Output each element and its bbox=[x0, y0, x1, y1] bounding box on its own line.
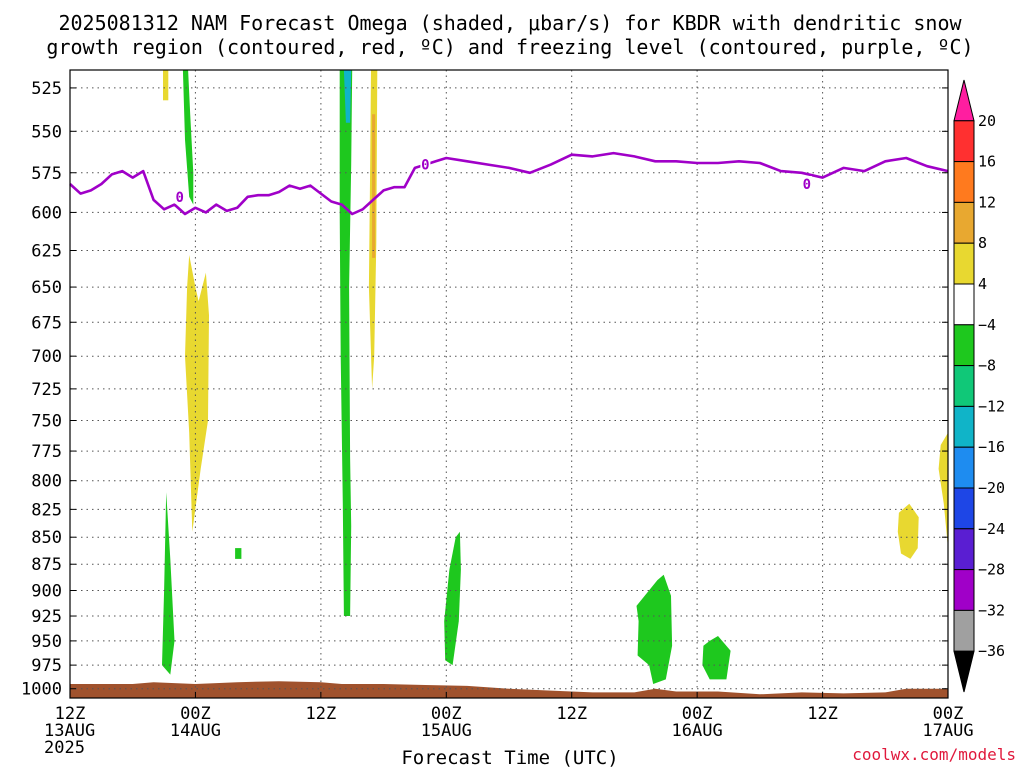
colorbar-swatch bbox=[953, 487, 975, 530]
y-tick-label: 1000 bbox=[21, 680, 62, 700]
x-tick-label: 00Z bbox=[180, 704, 211, 724]
colorbar-swatch bbox=[953, 79, 975, 122]
x-tick-label: 00Z bbox=[933, 704, 964, 724]
y-tick-label: 525 bbox=[31, 79, 62, 99]
colorbar-swatch bbox=[953, 528, 975, 571]
colorbar-swatch bbox=[953, 242, 975, 285]
x-tick-label: 2025 bbox=[44, 738, 85, 758]
colorbar-label: 8 bbox=[978, 234, 987, 252]
omega-region bbox=[702, 636, 731, 680]
colorbar: 20 16 12 8 4 −4 −8 −12 −16 −20 −24 −28 −32 −36 bbox=[953, 79, 1005, 693]
freezing-level-line bbox=[69, 151, 949, 216]
y-tick-label: 725 bbox=[31, 380, 62, 400]
x-tick-label: 12Z bbox=[807, 704, 838, 724]
plot-area bbox=[70, 70, 948, 698]
colorbar-label: −28 bbox=[978, 561, 1005, 579]
colorbar-label: −4 bbox=[978, 316, 996, 334]
omega-region bbox=[444, 531, 461, 666]
x-tick-label: 12Z bbox=[55, 704, 86, 724]
x-axis-label: Forecast Time (UTC) bbox=[401, 747, 618, 768]
y-tick-label: 925 bbox=[31, 607, 62, 627]
x-tick-label: 15AUG bbox=[421, 721, 472, 741]
y-tick-label: 625 bbox=[31, 241, 62, 261]
omega-region bbox=[182, 70, 194, 205]
colorbar-swatch bbox=[953, 201, 975, 244]
credit-text: coolwx.com/models bbox=[852, 745, 1016, 764]
omega-region bbox=[235, 548, 242, 559]
chart-title: 2025081312 NAM Forecast Omega (shaded, μ… bbox=[58, 11, 962, 35]
omega-region bbox=[343, 70, 352, 123]
colorbar-swatch bbox=[953, 446, 975, 489]
colorbar-swatch bbox=[953, 650, 975, 693]
colorbar-label: −20 bbox=[978, 479, 1005, 497]
colorbar-label: 12 bbox=[978, 193, 996, 211]
colorbar-swatch bbox=[953, 609, 975, 652]
y-axis-ticks: 525 550 575 600 625 650 675 700 725 750 775 800 825 8… bbox=[21, 79, 948, 700]
x-tick-label: 13AUG bbox=[44, 721, 95, 741]
contour-label-background bbox=[420, 156, 431, 172]
colorbar-swatch bbox=[953, 365, 975, 407]
omega-region bbox=[938, 432, 948, 549]
colorbar-label: −8 bbox=[978, 357, 996, 375]
colorbar-label: 16 bbox=[978, 153, 996, 171]
x-tick-label: 12Z bbox=[556, 704, 587, 724]
x-tick-label: 14AUG bbox=[170, 721, 221, 741]
contour-label: 0 bbox=[176, 190, 184, 206]
y-tick-label: 775 bbox=[31, 442, 62, 462]
colorbar-label: −24 bbox=[978, 520, 1005, 538]
y-tick-label: 650 bbox=[31, 278, 62, 298]
omega-region bbox=[897, 503, 919, 559]
contour-label: 0 bbox=[421, 158, 429, 174]
y-tick-label: 950 bbox=[31, 632, 62, 652]
x-tick-label: 17AUG bbox=[922, 721, 973, 741]
y-tick-label: 575 bbox=[31, 164, 62, 184]
colorbar-label: −12 bbox=[978, 397, 1005, 415]
colorbar-label: −36 bbox=[978, 642, 1005, 660]
contour-label-background bbox=[174, 188, 185, 204]
ground-surface bbox=[70, 681, 948, 698]
y-tick-label: 975 bbox=[31, 656, 62, 676]
omega-region bbox=[163, 70, 169, 101]
colorbar-label: −32 bbox=[978, 601, 1005, 619]
omega-region bbox=[185, 255, 209, 532]
x-tick-label: 00Z bbox=[431, 704, 462, 724]
x-tick-label: 00Z bbox=[682, 704, 713, 724]
contour-label: 0 bbox=[803, 177, 811, 193]
colorbar-swatch bbox=[953, 120, 975, 163]
x-tick-label: 16AUG bbox=[672, 721, 723, 741]
omega-region bbox=[636, 574, 673, 684]
colorbar-label: 4 bbox=[978, 275, 987, 293]
y-tick-label: 825 bbox=[31, 500, 62, 520]
y-tick-label: 700 bbox=[31, 347, 62, 367]
colorbar-swatch bbox=[953, 324, 975, 367]
x-tick-label: 12Z bbox=[305, 704, 336, 724]
omega-fills bbox=[70, 70, 948, 698]
colorbar-swatch bbox=[953, 283, 975, 326]
y-tick-label: 875 bbox=[31, 555, 62, 575]
colorbar-swatch bbox=[953, 569, 975, 611]
omega-region bbox=[162, 492, 175, 675]
y-tick-label: 600 bbox=[31, 203, 62, 223]
colorbar-label: 20 bbox=[978, 112, 996, 130]
y-tick-label: 800 bbox=[31, 472, 62, 492]
colorbar-swatch bbox=[953, 161, 975, 203]
y-tick-label: 550 bbox=[31, 122, 62, 142]
colorbar-swatch bbox=[953, 405, 975, 448]
y-tick-label: 900 bbox=[31, 581, 62, 601]
contour-label-background bbox=[801, 176, 812, 192]
omega-region bbox=[372, 114, 376, 258]
colorbar-label: −16 bbox=[978, 438, 1005, 456]
plot-frame bbox=[69, 69, 949, 699]
y-tick-label: 675 bbox=[31, 313, 62, 333]
chart-subtitle: growth region (contoured, red, ºC) and f… bbox=[46, 35, 973, 59]
freezing-level-contour: 0 0 0 bbox=[69, 151, 949, 216]
y-tick-label: 750 bbox=[31, 411, 62, 431]
y-tick-label: 850 bbox=[31, 528, 62, 548]
